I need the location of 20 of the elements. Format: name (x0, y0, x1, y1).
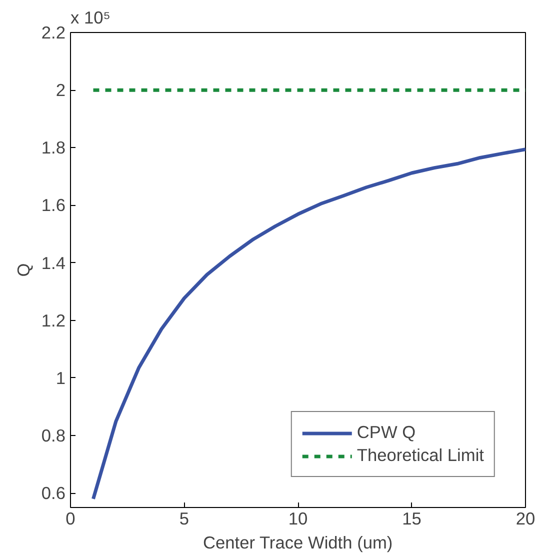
x-tick-label: 20 (516, 508, 536, 528)
y-tick-label: 0.8 (41, 426, 66, 446)
x-tick-label: 5 (179, 508, 190, 528)
y-tick-label: 2.2 (41, 22, 66, 42)
x-tick-label: 0 (66, 508, 76, 528)
line-series (92, 148, 526, 501)
x-tick-label: 10 (288, 508, 308, 528)
y-axis-title: Q (13, 263, 34, 277)
legend-label: Theoretical Limit (356, 445, 484, 466)
x-tick-label: 15 (402, 508, 422, 528)
text: x 10⁵ (70, 8, 110, 28)
y-tick-label: 1 (56, 368, 66, 388)
y-tick-label: 1.2 (41, 310, 66, 330)
y-tick-label: 1.8 (41, 138, 66, 158)
y-tick-label: 1.6 (41, 195, 66, 216)
y-tick-label: 2 (56, 80, 66, 100)
x-axis-title: Center Trace Width (um) (202, 532, 393, 552)
y-tick-label: 0.6 (41, 483, 66, 504)
legend-label: CPW Q (356, 422, 416, 443)
y-tick-label: 1.4 (41, 252, 66, 273)
